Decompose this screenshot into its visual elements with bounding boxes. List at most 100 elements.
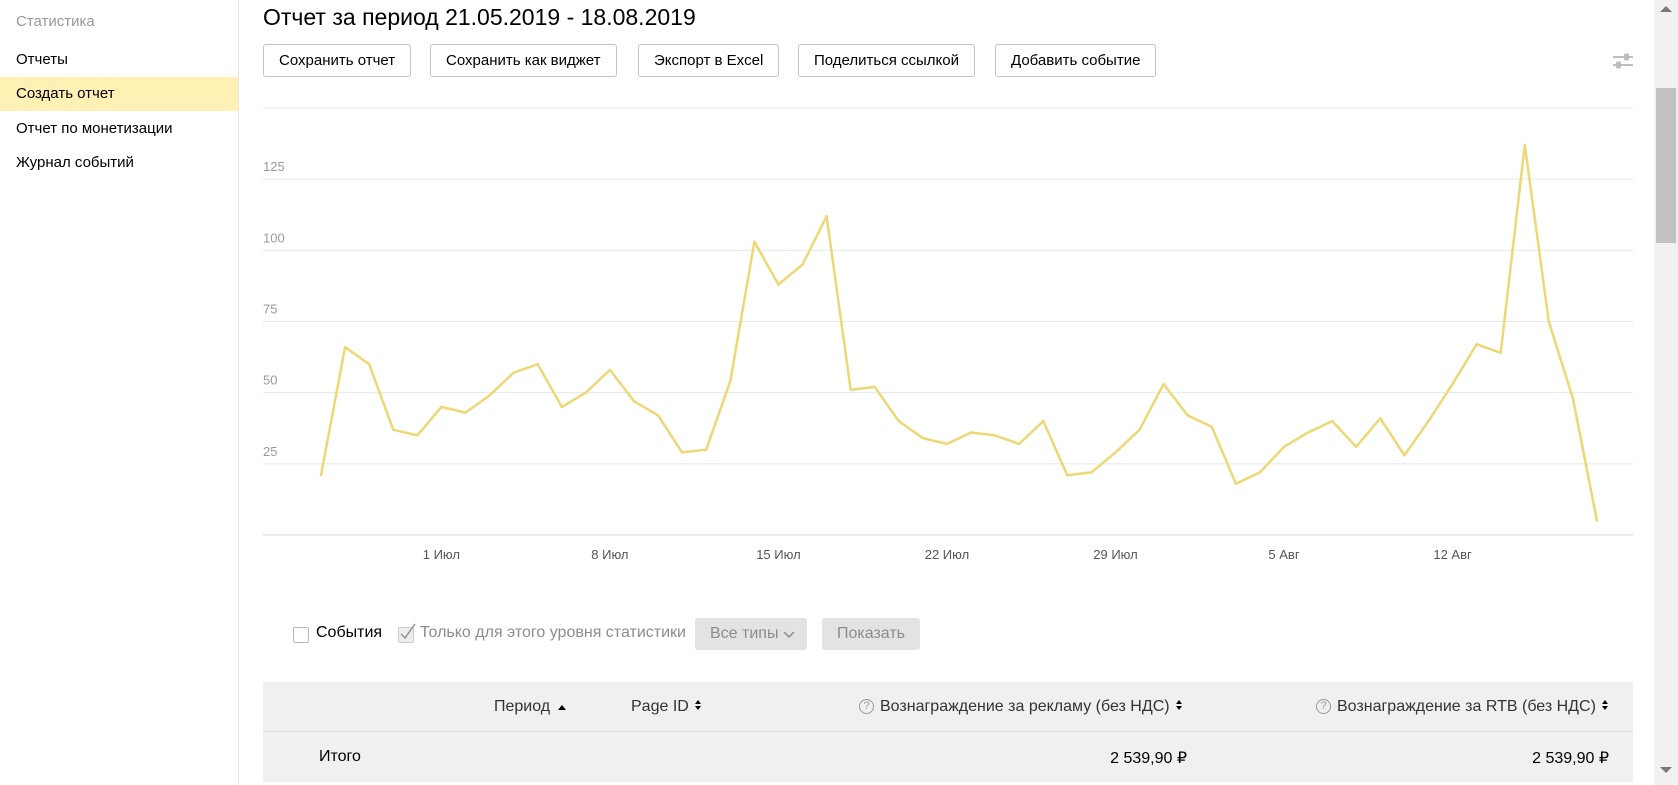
y-tick-label: 50 xyxy=(263,373,277,388)
data-point xyxy=(1427,419,1430,423)
data-point xyxy=(1186,414,1189,417)
share-link-button[interactable]: Поделиться ссылкой xyxy=(798,44,975,77)
sort-icon xyxy=(1602,700,1609,710)
table-header: Период Page ID ? Вознаграждение за реклам… xyxy=(263,682,1633,732)
data-point xyxy=(1306,431,1310,434)
sort-icon xyxy=(1176,700,1183,710)
vertical-scrollbar[interactable] xyxy=(1654,0,1678,785)
data-point xyxy=(1571,397,1575,400)
export-excel-button[interactable]: Экспорт в Excel xyxy=(638,44,780,77)
data-point xyxy=(656,414,660,417)
checkmark-icon xyxy=(400,623,416,640)
help-icon[interactable]: ? xyxy=(859,699,874,714)
data-point xyxy=(512,371,515,374)
x-tick-label: 29 Июл xyxy=(1093,547,1137,562)
ad-reward-column-header[interactable]: ? Вознаграждение за рекламу (без НДС) xyxy=(859,698,1183,716)
data-point xyxy=(367,363,371,366)
data-point xyxy=(536,363,539,366)
data-point xyxy=(1523,143,1526,147)
data-point xyxy=(753,240,756,243)
sort-icon xyxy=(695,700,702,710)
save-report-button[interactable]: Сохранить отчет xyxy=(263,44,412,77)
data-point xyxy=(680,451,684,454)
data-point xyxy=(1547,320,1551,323)
sort-asc-icon xyxy=(557,705,566,710)
data-point xyxy=(1162,382,1165,386)
data-point xyxy=(993,434,997,437)
save-widget-button[interactable]: Сохранить как виджет xyxy=(430,44,617,77)
main-content: Отчет за период 21.05.2019 - 18.08.2019 … xyxy=(239,0,1653,785)
data-point xyxy=(440,405,443,409)
period-column-header[interactable]: Период xyxy=(494,698,567,716)
data-point xyxy=(849,388,852,392)
total-rtb-reward: 2 539,90 ₽ xyxy=(1532,750,1609,767)
data-point xyxy=(801,263,804,266)
data-point xyxy=(343,345,347,349)
page-title: Отчет за период 21.05.2019 - 18.08.2019 xyxy=(263,4,696,30)
show-button[interactable]: Показать xyxy=(822,618,921,650)
data-point xyxy=(777,283,780,286)
data-point xyxy=(1066,474,1069,477)
data-point xyxy=(825,214,828,218)
scroll-up-icon[interactable] xyxy=(1660,6,1672,12)
x-tick-label: 15 Июл xyxy=(756,547,800,562)
sidebar-item-monetization-report[interactable]: Отчет по монетизации xyxy=(16,120,173,137)
data-point xyxy=(1017,442,1021,446)
data-point xyxy=(1595,519,1599,522)
level-only-checkbox-label: Только для этого уровня статистики xyxy=(420,624,686,641)
data-point xyxy=(969,431,973,434)
data-point xyxy=(897,419,901,423)
data-point xyxy=(1330,419,1334,423)
scroll-down-icon[interactable] xyxy=(1660,767,1672,773)
level-only-checkbox[interactable] xyxy=(398,623,416,643)
data-point xyxy=(1499,351,1502,355)
table-row-total: Итого 2 539,90 ₽ 2 539,90 ₽ xyxy=(263,732,1633,782)
sidebar: Статистика Отчеты Создать отчет Отчет по… xyxy=(0,0,239,785)
ad-reward-header-label: Вознаграждение за рекламу (без НДС) xyxy=(880,698,1170,715)
types-select[interactable]: Все типы xyxy=(695,618,807,650)
types-select-value: Все типы xyxy=(710,625,779,642)
rtb-reward-column-header[interactable]: ? Вознаграждение за RTB (без НДС) xyxy=(1316,698,1609,716)
stats-table: Период Page ID ? Вознаграждение за реклам… xyxy=(263,682,1633,782)
rtb-reward-header-label: Вознаграждение за RTB (без НДС) xyxy=(1337,698,1596,715)
data-point xyxy=(1114,451,1117,454)
y-tick-label: 25 xyxy=(263,444,277,459)
y-tick-label: 150 xyxy=(263,100,285,103)
data-point xyxy=(319,474,323,477)
x-tick-label: 5 Авг xyxy=(1268,547,1299,562)
sidebar-item-event-log[interactable]: Журнал событий xyxy=(16,154,134,171)
data-point xyxy=(560,405,563,409)
series-line xyxy=(319,143,1599,522)
x-tick-label: 1 Июл xyxy=(423,547,460,562)
scroll-thumb[interactable] xyxy=(1656,88,1676,243)
data-point xyxy=(921,437,925,440)
data-point xyxy=(1090,471,1093,474)
data-point xyxy=(1234,482,1238,485)
data-point xyxy=(729,380,732,383)
data-point xyxy=(1210,425,1213,429)
events-checkbox-label: События xyxy=(316,624,383,641)
help-icon[interactable]: ? xyxy=(1316,699,1331,714)
data-point xyxy=(464,411,467,414)
sidebar-item-create-report[interactable]: Создать отчет xyxy=(0,77,238,111)
sidebar-item-reports[interactable]: Отчеты xyxy=(16,51,68,68)
sliders-icon[interactable] xyxy=(1611,50,1635,72)
x-tick-label: 22 Июл xyxy=(925,547,969,562)
data-point xyxy=(1138,428,1141,431)
data-point xyxy=(1451,382,1454,386)
data-point xyxy=(1475,343,1478,346)
data-point xyxy=(945,442,949,446)
events-checkbox[interactable] xyxy=(293,627,309,643)
page-id-header-label: Page ID xyxy=(631,698,689,715)
chart-filters: События Только для этого уровня статисти… xyxy=(239,618,1639,652)
data-point xyxy=(416,434,419,437)
page-id-column-header[interactable]: Page ID xyxy=(631,698,702,716)
data-point xyxy=(392,428,395,431)
data-point xyxy=(873,385,876,389)
data-point xyxy=(1403,454,1406,457)
y-tick-label: 100 xyxy=(263,230,285,245)
y-tick-label: 75 xyxy=(263,302,277,317)
add-event-button[interactable]: Добавить событие xyxy=(995,44,1157,77)
line-chart: 25 50 75 100 125 150 1 Июл 8 Июл 15 Июл 22 Июл 29 … xyxy=(263,100,1633,600)
sidebar-title: Статистика xyxy=(16,13,95,30)
